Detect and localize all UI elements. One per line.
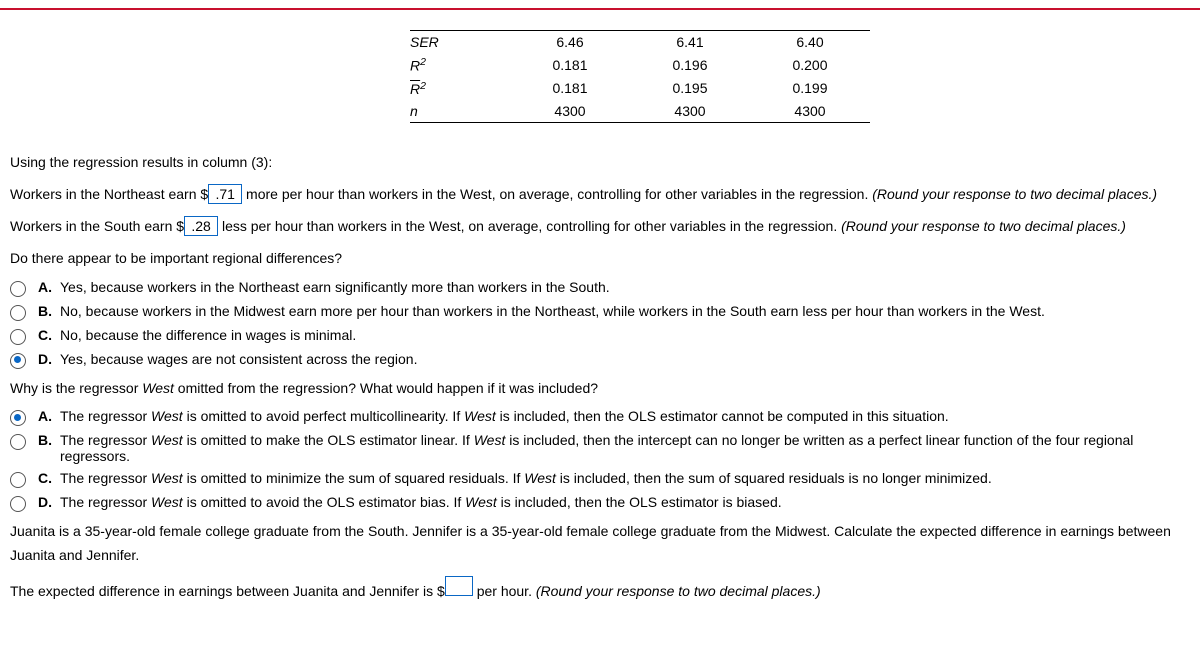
stats-cell: 0.195: [630, 77, 750, 101]
stats-cell: 6.41: [630, 31, 750, 54]
radio-icon[interactable]: [10, 329, 26, 345]
text: Workers in the South earn $: [10, 218, 184, 234]
difference-line: The expected difference in earnings betw…: [10, 576, 1190, 604]
option-text: No, because the difference in wages is m…: [60, 327, 1190, 343]
text: The expected difference in earnings betw…: [10, 583, 445, 599]
option-letter: C.: [38, 470, 60, 486]
option-letter: B.: [38, 303, 60, 319]
stats-cell: 0.199: [750, 77, 870, 101]
prompt-heading: Using the regression results in column (…: [10, 151, 1190, 175]
line-south: Workers in the South earn $.28 less per …: [10, 215, 1190, 239]
question-regional: Do there appear to be important regional…: [10, 247, 1190, 271]
stats-label: SER: [410, 31, 510, 54]
radio-icon[interactable]: [10, 410, 26, 426]
stats-cell: 4300: [750, 100, 870, 123]
option-c[interactable]: C. No, because the difference in wages i…: [10, 327, 1190, 345]
stats-row-r2: R2 0.181 0.196 0.200: [410, 53, 870, 77]
option-letter: D.: [38, 494, 60, 510]
top-rule: [0, 8, 1200, 10]
text: more per hour than workers in the West, …: [242, 186, 872, 202]
text: less per hour than workers in the West, …: [218, 218, 841, 234]
option-letter: A.: [38, 408, 60, 424]
stats-cell: 0.181: [510, 53, 630, 77]
option-a[interactable]: A. Yes, because workers in the Northeast…: [10, 279, 1190, 297]
radio-icon[interactable]: [10, 434, 26, 450]
round-note: (Round your response to two decimal plac…: [536, 583, 821, 599]
radio-icon[interactable]: [10, 496, 26, 512]
text: per hour.: [473, 583, 536, 599]
option-text: The regressor West is omitted to avoid p…: [60, 408, 1190, 424]
round-note: (Round your response to two decimal plac…: [872, 186, 1157, 202]
option-text: The regressor West is omitted to make th…: [60, 432, 1190, 464]
south-input[interactable]: .28: [184, 216, 218, 236]
stats-row-ser: SER 6.46 6.41 6.40: [410, 31, 870, 54]
option-d[interactable]: D. Yes, because wages are not consistent…: [10, 351, 1190, 369]
difference-input[interactable]: [445, 576, 473, 596]
radio-icon[interactable]: [10, 281, 26, 297]
round-note: (Round your response to two decimal plac…: [841, 218, 1126, 234]
radio-icon[interactable]: [10, 305, 26, 321]
west-word: West: [142, 380, 174, 396]
stats-label: R2: [410, 77, 510, 101]
options-west: A. The regressor West is omitted to avoi…: [10, 408, 1190, 512]
stats-label: R2: [410, 53, 510, 77]
juanita-prompt: Juanita is a 35-year-old female college …: [10, 520, 1190, 568]
option-letter: C.: [38, 327, 60, 343]
option-text: Yes, because workers in the Northeast ea…: [60, 279, 1190, 295]
text: Workers in the Northeast earn $: [10, 186, 208, 202]
option-letter: A.: [38, 279, 60, 295]
question-west: Why is the regressor West omitted from t…: [10, 377, 1190, 401]
option-d[interactable]: D. The regressor West is omitted to avoi…: [10, 494, 1190, 512]
stats-cell: 0.181: [510, 77, 630, 101]
option-text: The regressor West is omitted to avoid t…: [60, 494, 1190, 510]
option-text: Yes, because wages are not consistent ac…: [60, 351, 1190, 367]
stats-cell: 0.196: [630, 53, 750, 77]
text: omitted from the regression? What would …: [174, 380, 598, 396]
option-c[interactable]: C. The regressor West is omitted to mini…: [10, 470, 1190, 488]
stats-cell: 4300: [630, 100, 750, 123]
stats-cell: 0.200: [750, 53, 870, 77]
stats-label: n: [410, 100, 510, 123]
stats-row-n: n 4300 4300 4300: [410, 100, 870, 123]
stats-table: SER 6.46 6.41 6.40 R2 0.181 0.196 0.200 …: [410, 30, 870, 123]
stats-cell: 4300: [510, 100, 630, 123]
option-b[interactable]: B. The regressor West is omitted to make…: [10, 432, 1190, 464]
stats-cell: 6.46: [510, 31, 630, 54]
option-letter: B.: [38, 432, 60, 448]
line-northeast: Workers in the Northeast earn $.71 more …: [10, 183, 1190, 207]
options-regional: A. Yes, because workers in the Northeast…: [10, 279, 1190, 369]
option-text: No, because workers in the Midwest earn …: [60, 303, 1190, 319]
northeast-input[interactable]: .71: [208, 184, 242, 204]
option-b[interactable]: B. No, because workers in the Midwest ea…: [10, 303, 1190, 321]
text: Why is the regressor: [10, 380, 142, 396]
option-a[interactable]: A. The regressor West is omitted to avoi…: [10, 408, 1190, 426]
option-text: The regressor West is omitted to minimiz…: [60, 470, 1190, 486]
stats-cell: 6.40: [750, 31, 870, 54]
radio-icon[interactable]: [10, 353, 26, 369]
option-letter: D.: [38, 351, 60, 367]
stats-row-rbar2: R2 0.181 0.195 0.199: [410, 77, 870, 101]
radio-icon[interactable]: [10, 472, 26, 488]
